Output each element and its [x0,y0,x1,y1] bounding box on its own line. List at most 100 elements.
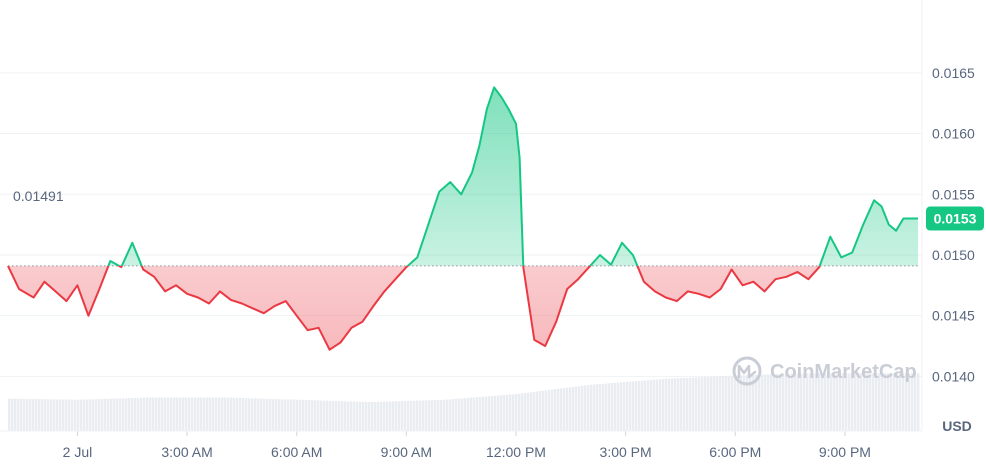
volume-bar [101,399,104,431]
volume-bar [464,398,467,431]
volume-bar [125,398,128,431]
volume-bar [143,397,146,431]
volume-bar [482,396,485,431]
volume-bar [794,373,797,431]
volume-bar [59,399,62,431]
volume-bar [833,373,836,431]
volume-bar [893,373,896,431]
volume-bar [212,397,215,431]
volume-bar [371,402,374,431]
volume-bar [407,400,410,431]
volume-bar [62,399,65,431]
volume-bar [878,373,881,431]
volume-bar [167,397,170,431]
volume-bar [182,397,185,431]
volume-bar [47,399,50,431]
volume-bar [56,399,59,431]
volume-bar [269,398,272,431]
volume-bar [311,400,314,431]
volume-bar [518,393,521,431]
volume-bar [236,397,239,431]
volume-bar [149,397,152,431]
volume-bar [44,399,47,431]
volume-bar [80,399,83,431]
volume-bar [104,398,107,431]
volume-bar [284,399,287,431]
volume-bar [440,399,443,431]
volume-bar [347,401,350,431]
volume-bar [233,397,236,431]
volume-bar [11,398,14,431]
volume-bar [656,379,659,431]
volume-bar [662,378,665,431]
volume-bar [41,399,44,431]
volume-bar [509,394,512,431]
volume-bar [764,374,767,431]
volume-bar [683,377,686,431]
volume-bar [257,398,260,431]
volume-bar [83,399,86,431]
volume-bar [158,397,161,431]
volume-bar [590,384,593,431]
volume-bar [665,378,668,431]
volume-bar [128,398,131,431]
volume-bar [29,398,32,431]
volume-bar [68,399,71,431]
volume-bar [134,397,137,431]
volume-bar [779,374,782,431]
volume-bar [917,373,920,431]
volume-bar [425,400,428,431]
volume-bar [410,400,413,431]
volume-bar [398,401,401,431]
volume-bar [362,401,365,431]
volume-bar [161,397,164,431]
volume-bar [800,373,803,431]
volume-bar [359,401,362,431]
volume-bar [554,389,557,431]
volume-bar [116,398,119,431]
volume-bar [845,373,848,431]
volume-bar [137,397,140,431]
coinmarketcap-logo-icon [732,356,762,386]
volume-bar [584,385,587,431]
volume-bar [689,377,692,431]
y-tick-label: 0.0165 [932,65,975,81]
volume-bar [248,398,251,431]
volume-bar [860,373,863,431]
volume-bar [65,399,68,431]
volume-bar [422,400,425,431]
volume-bar [197,397,200,431]
volume-bar [638,380,641,431]
area-fill-below-baseline [8,265,918,350]
volume-bar [569,387,572,431]
volume-bar [758,374,761,431]
volume-bar [812,373,815,431]
volume-bar [209,397,212,431]
volume-bar [488,396,491,431]
volume-bar [494,395,497,431]
volume-bar [776,374,779,431]
volume-bar [749,375,752,431]
coinmarketcap-watermark: CoinMarketCap [732,356,917,386]
volume-bar [32,399,35,431]
volume-bar [737,375,740,431]
volume-bar [752,374,755,431]
volume-bar [308,400,311,431]
volume-bar [356,401,359,431]
volume-bar [866,373,869,431]
volume-bar [620,382,623,431]
volume-bar [386,401,389,431]
volume-bar [374,401,377,431]
volume-bar [827,373,830,431]
volume-bar [77,399,80,431]
volume-bar [671,378,674,431]
volume-bar [602,383,605,431]
volume-bar [122,398,125,431]
volume-bar [188,397,191,431]
volume-bar [902,373,905,431]
volume-bar [446,399,449,431]
volume-bar [551,389,554,431]
volume-bar [617,382,620,431]
volume-bar [323,400,326,431]
